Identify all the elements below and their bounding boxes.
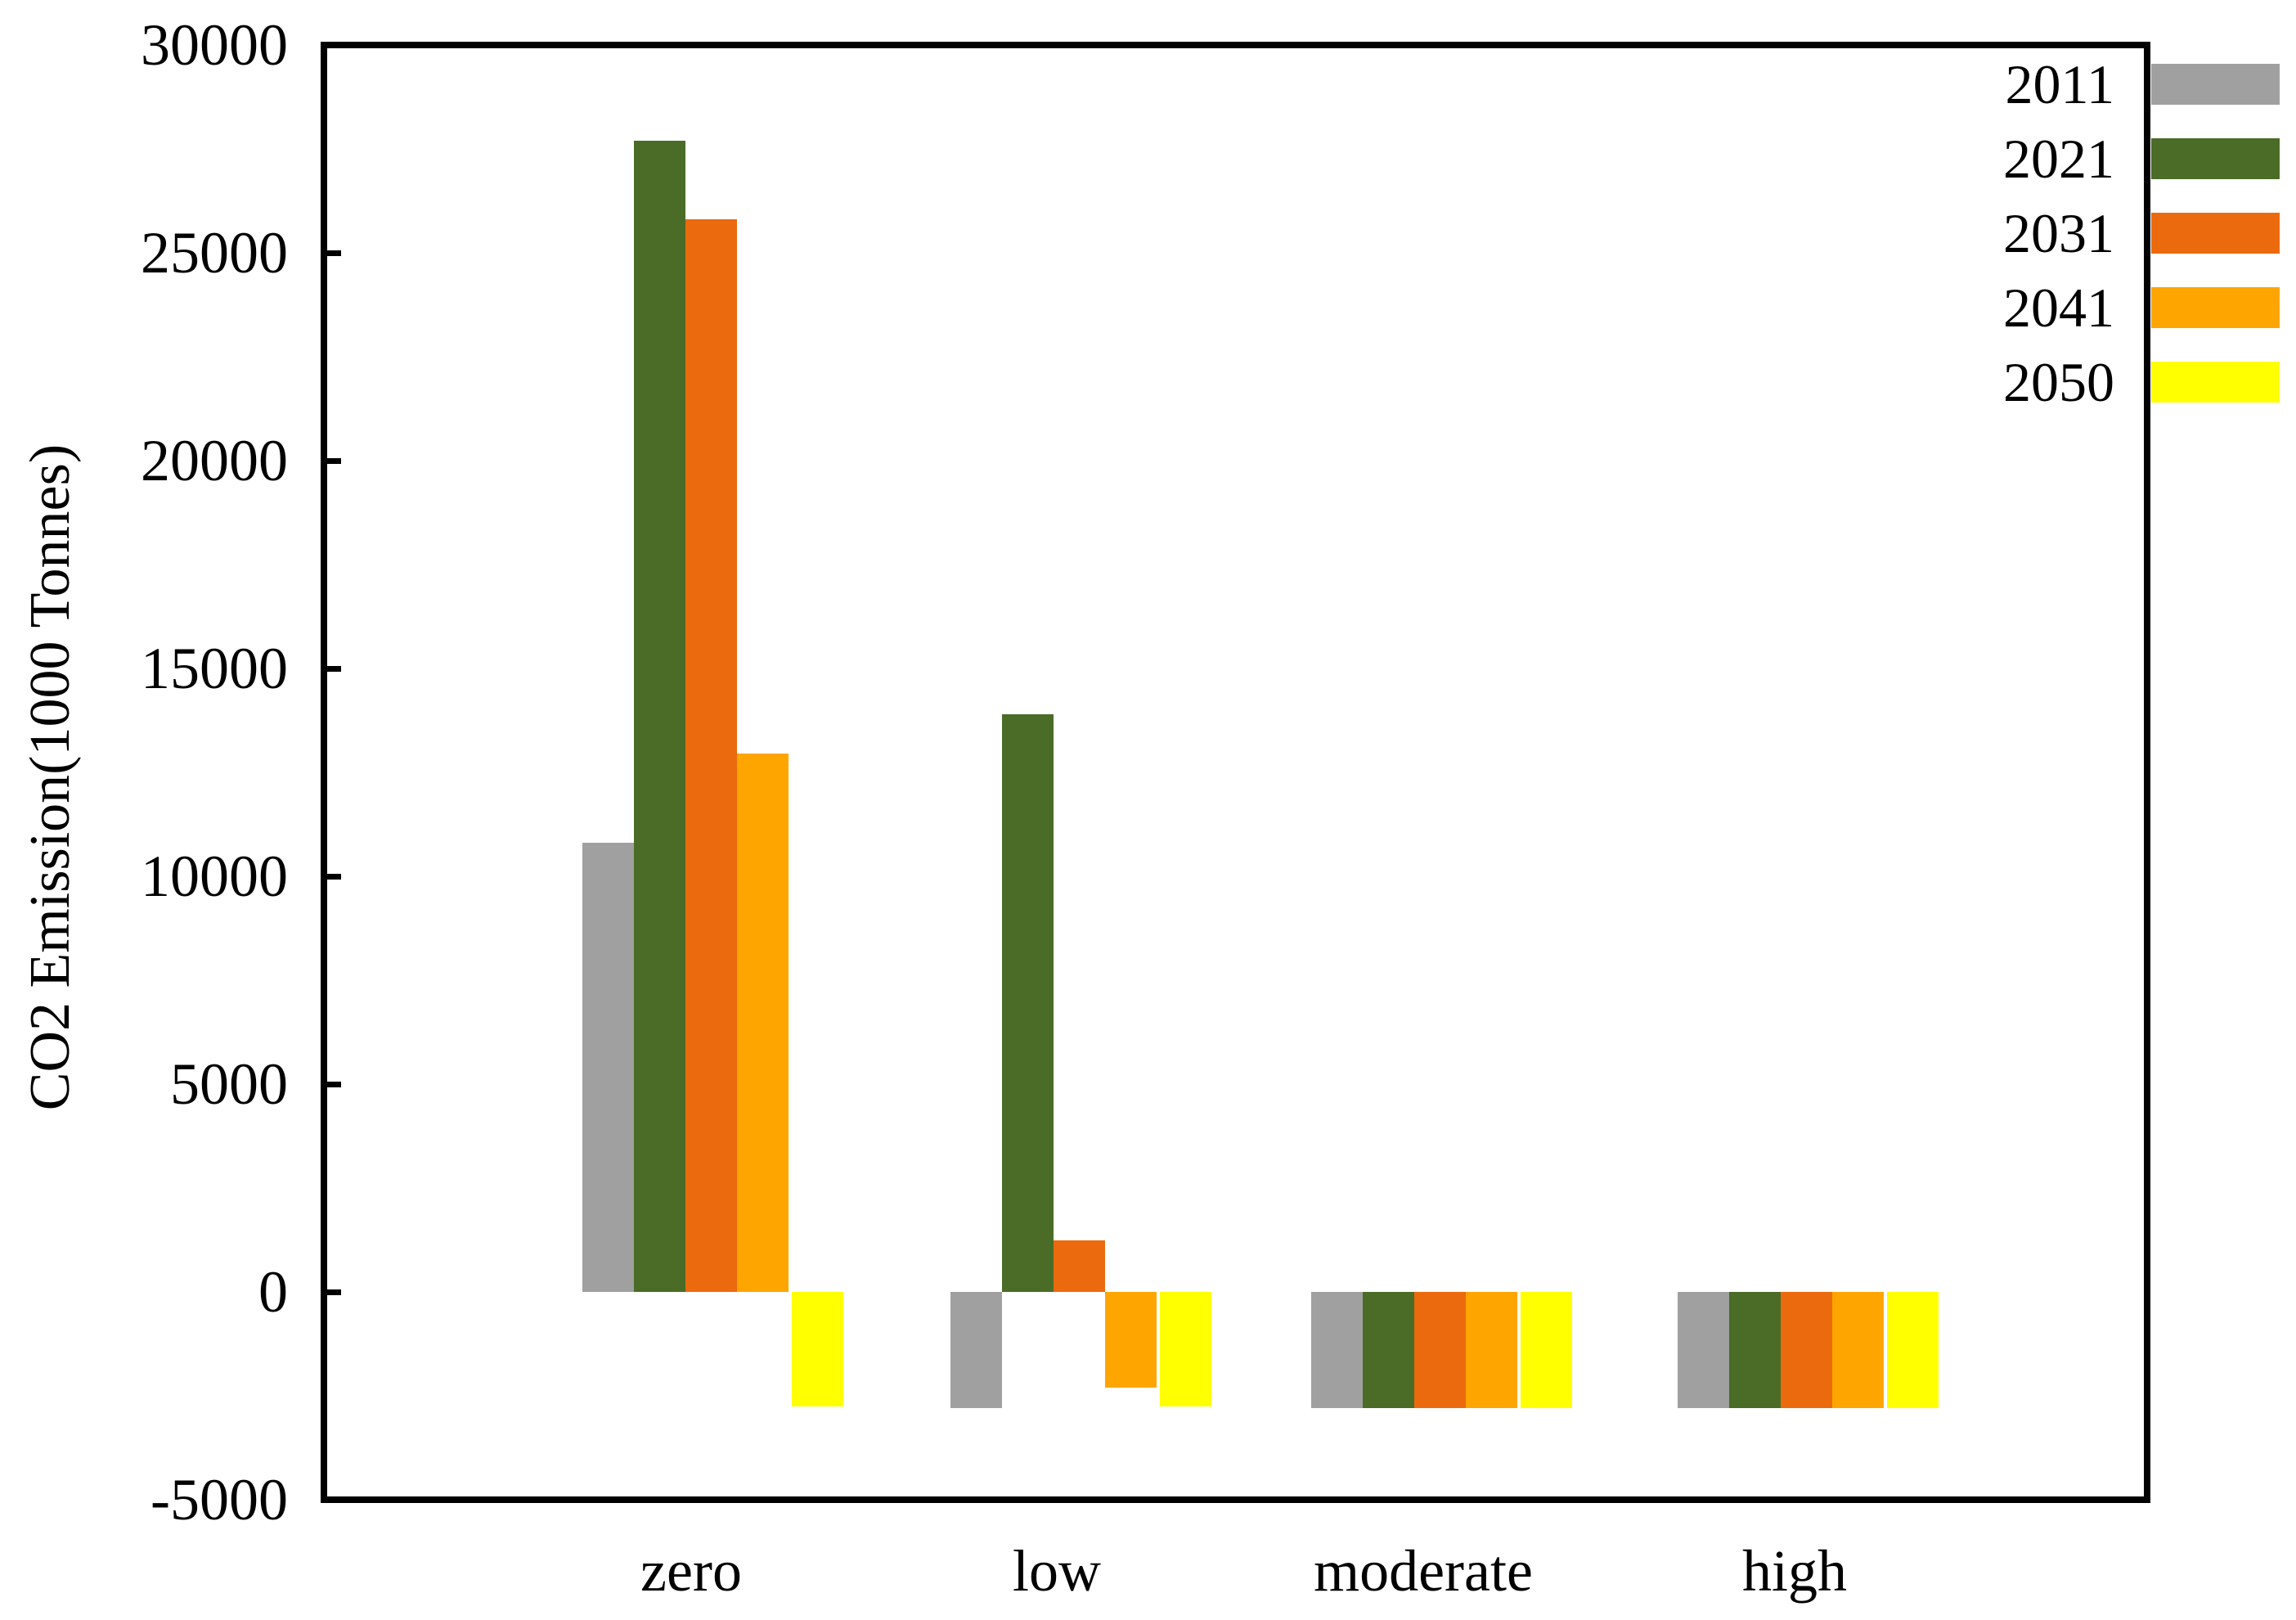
bar-high-2041	[1832, 1292, 1884, 1409]
bar-zero-2011	[582, 843, 634, 1292]
y-tick-label: 0	[258, 1259, 288, 1325]
y-tick-mark	[327, 250, 341, 256]
y-tick-label: 30000	[141, 12, 288, 78]
bar-moderate-2021	[1363, 1292, 1414, 1409]
bar-zero-2041	[737, 754, 789, 1292]
bar-zero-2021	[634, 140, 685, 1292]
legend-swatch-2011	[2151, 64, 2280, 105]
bar-high-2031	[1781, 1292, 1832, 1409]
x-label-low: low	[1013, 1538, 1101, 1604]
bar-low-2011	[950, 1292, 1002, 1409]
y-tick-label: 15000	[141, 636, 288, 701]
bar-low-2021	[1002, 713, 1054, 1292]
bar-zero-2031	[685, 219, 737, 1292]
y-tick-label: 25000	[141, 220, 288, 286]
bar-low-2050	[1160, 1292, 1211, 1406]
y-tick-label: 20000	[141, 428, 288, 493]
legend-swatch-2031	[2151, 213, 2280, 254]
legend-swatch-2041	[2151, 287, 2280, 328]
y-axis-title: CO2 Emission(1000 Tonnes)	[19, 443, 82, 1111]
legend-swatch-2021	[2151, 138, 2280, 179]
y-tick-mark	[327, 873, 341, 880]
bar-moderate-2011	[1311, 1292, 1363, 1409]
x-label-high: high	[1741, 1538, 1847, 1604]
y-tick-label: 5000	[170, 1051, 288, 1117]
bar-high-2011	[1678, 1292, 1729, 1409]
legend-swatch-2050	[2151, 362, 2280, 403]
bar-low-2041	[1105, 1292, 1157, 1388]
bar-moderate-2031	[1414, 1292, 1466, 1409]
y-tick-mark	[327, 1081, 341, 1087]
y-tick-mark	[327, 457, 341, 464]
legend-label-2041: 2041	[2003, 277, 2114, 339]
x-label-moderate: moderate	[1314, 1538, 1533, 1604]
bar-moderate-2041	[1466, 1292, 1517, 1409]
bar-moderate-2050	[1521, 1292, 1572, 1409]
legend-label-2050: 2050	[2003, 351, 2114, 413]
legend-label-2031: 2031	[2003, 202, 2114, 264]
bar-high-2021	[1729, 1292, 1781, 1409]
x-label-zero: zero	[640, 1538, 742, 1604]
bar-high-2050	[1887, 1292, 1939, 1409]
y-tick-label: 10000	[141, 844, 288, 909]
bar-zero-2050	[792, 1292, 843, 1406]
plot-area-border	[321, 42, 2150, 1503]
y-tick-mark	[327, 1289, 341, 1295]
y-tick-mark	[327, 665, 341, 672]
legend-label-2011: 2011	[2005, 53, 2114, 115]
y-tick-label: -5000	[151, 1467, 288, 1532]
bar-low-2031	[1054, 1240, 1105, 1292]
legend-label-2021: 2021	[2003, 128, 2114, 190]
